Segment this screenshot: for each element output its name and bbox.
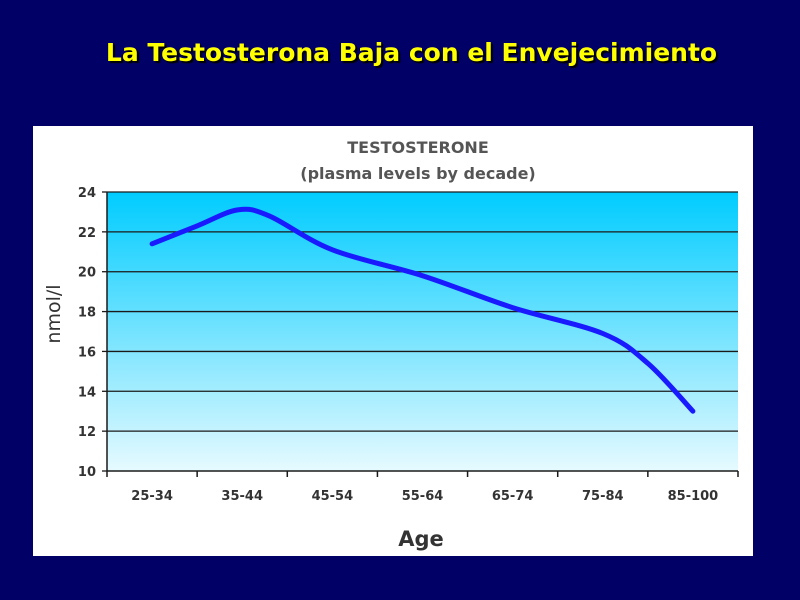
x-tick-label-25-34: 25-34 [131,489,173,504]
x-tick-label-65-74: 65-74 [492,489,534,504]
x-tick-label-75-84: 75-84 [582,489,624,504]
grid-lines [102,191,738,472]
plot-area [107,192,738,471]
slide-title: La Testosterona Baja con el Envejecimien… [105,38,718,67]
x-tick-label-35-44: 35-44 [221,489,263,504]
chart-subtitle: (plasma levels by decade) [300,164,535,183]
y-tick-label-22: 22 [78,226,96,241]
axes [106,192,739,477]
y-axis-label: nmol/l [43,284,65,343]
x-tick-label-55-64: 55-64 [402,489,444,504]
y-tick-label-18: 18 [78,306,96,321]
chart-title: TESTOSTERONE [347,138,489,157]
x-tick-label-45-54: 45-54 [312,489,354,504]
y-tick-label-24: 24 [78,186,96,201]
y-tick-label-16: 16 [78,345,96,360]
x-tick-labels: 25-34 35-44 45-54 55-64 65-74 75-84 85-100 [131,489,718,504]
y-tick-label-14: 14 [78,385,96,400]
y-tick-label-20: 20 [78,266,96,281]
line-chart: TESTOSTERONE (plasma levels by decade) 1… [43,138,739,551]
y-tick-label-12: 12 [78,425,96,440]
x-axis-label: Age [398,527,444,551]
series-line-testosterone [149,206,696,414]
y-tick-label-10: 10 [78,465,96,480]
y-tick-labels: 10 12 14 16 18 20 22 24 [78,186,96,480]
chart-panel: TESTOSTERONE (plasma levels by decade) 1… [33,126,753,556]
x-tick-label-85-100: 85-100 [668,489,719,504]
